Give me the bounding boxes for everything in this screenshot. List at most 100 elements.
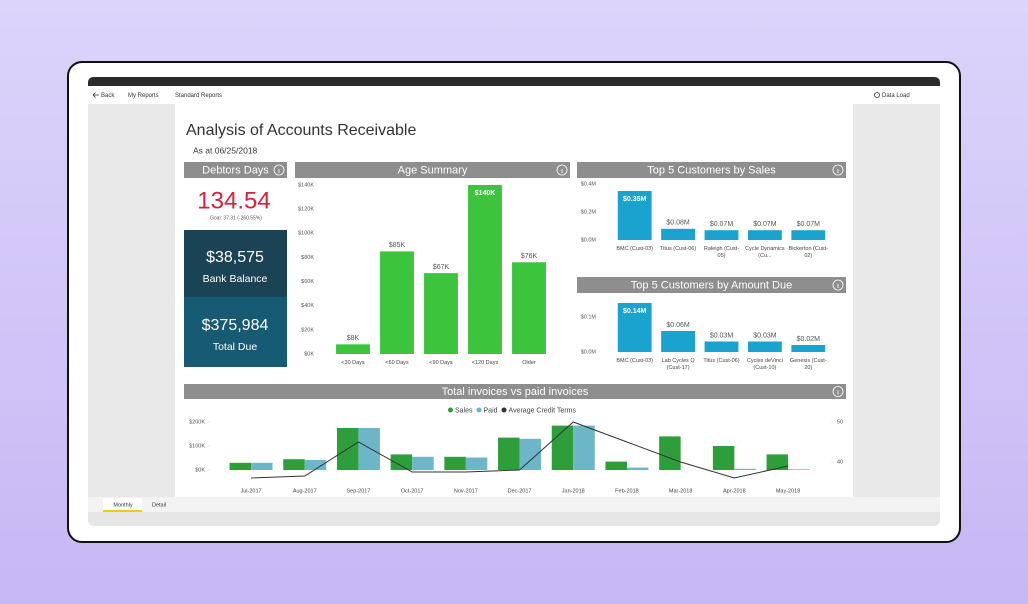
x-tick-label: Oct-2017	[401, 488, 424, 494]
y-tick-label: $0.0M	[581, 237, 597, 243]
right-margin	[853, 104, 940, 497]
line	[251, 421, 789, 479]
x-tick-label: Genesis (Cust-20)	[789, 358, 827, 371]
bar	[626, 467, 649, 470]
report-date: As at 06/25/2018	[193, 145, 258, 155]
bank-balance-card	[184, 230, 287, 297]
bar	[465, 457, 488, 470]
tab: Detail	[152, 502, 166, 508]
y-tick-label: $0.4M	[581, 181, 597, 187]
nav-data-load: Data Load	[882, 93, 910, 99]
panel-title: Total invoices vs paid invoices	[442, 386, 589, 398]
bar	[712, 446, 735, 470]
bar	[283, 459, 305, 470]
y-tick-label: $120K	[298, 207, 314, 213]
info-icon	[273, 164, 285, 176]
y-tick-label: $100K	[298, 231, 314, 237]
tab-bar	[88, 497, 940, 512]
value-label: $0.08M	[666, 220, 690, 227]
y-tick-label: $200K	[189, 419, 205, 425]
kpi-value: $375,984	[202, 317, 269, 334]
y2-tick-label: 40	[837, 459, 843, 465]
legend-swatch	[448, 407, 453, 413]
panel-header	[184, 162, 287, 178]
top-bar	[88, 77, 940, 86]
legend-label: Sales	[455, 407, 473, 414]
active-tab[interactable]	[103, 498, 142, 512]
x-tick-label: Apr-2018	[723, 488, 746, 494]
refresh-icon[interactable]	[874, 92, 880, 98]
value-label: $0.02M	[797, 336, 821, 343]
value-label: $0.07M	[753, 221, 777, 228]
panel-title: Top 5 Customers by Amount Due	[631, 279, 792, 291]
panel-title: Debtors Days	[202, 164, 269, 176]
kpi-value: $38,575	[206, 249, 264, 266]
bar	[336, 344, 370, 354]
bar	[468, 185, 502, 354]
bar	[704, 230, 739, 240]
x-tick-label: Cycle Dynamics (Cu...	[745, 246, 785, 259]
value-label: $0.07M	[710, 221, 734, 228]
legend-swatch	[476, 407, 482, 413]
x-tick-label: Lab Cycles Q (Cust-17)	[661, 358, 695, 371]
panel-title: Top 5 Customers by Sales	[647, 164, 776, 176]
x-tick-label: Dec-2017	[508, 488, 532, 494]
y-tick-label: $140K	[298, 182, 314, 188]
nav-my-reports: My Reports	[128, 93, 159, 99]
x-tick-label: <90 Days	[429, 360, 453, 366]
bar	[498, 437, 520, 470]
bar	[791, 230, 826, 240]
panel-title: Age Summary	[398, 164, 468, 176]
bar	[424, 273, 458, 354]
kpi-label: Bank Balance	[203, 273, 268, 285]
bar	[304, 459, 327, 470]
y-tick-label: $40K	[301, 303, 314, 309]
bar	[358, 428, 380, 470]
bar	[573, 425, 595, 470]
x-tick-label: BMC (Cust-03)	[616, 358, 654, 364]
y-tick-label: $60K	[301, 279, 314, 285]
bar	[659, 436, 681, 470]
bar	[605, 461, 627, 470]
bar	[661, 228, 696, 240]
bar	[229, 462, 252, 470]
kpi-label: Total Due	[213, 341, 258, 353]
info-icon	[832, 279, 844, 291]
x-tick-label: Jul-2017	[240, 488, 261, 494]
y-tick-label: $0K	[304, 351, 314, 357]
x-tick-label: Jan-2018	[562, 488, 585, 494]
bar	[766, 454, 789, 470]
y-tick-label: $20K	[301, 327, 314, 333]
value-label: $0.35M	[623, 196, 647, 203]
x-tick-label: Older	[522, 360, 536, 366]
x-tick-label: <30 Days	[341, 360, 365, 366]
panel-header	[577, 162, 846, 178]
bar	[661, 331, 696, 352]
panel-header	[295, 162, 570, 178]
total-due-card	[184, 297, 287, 367]
y-tick-label: $0.1M	[581, 314, 597, 320]
bar	[734, 468, 756, 470]
bar	[251, 462, 273, 470]
x-tick-label: Aug-2017	[293, 488, 317, 494]
x-tick-label: <60 Days	[385, 360, 409, 366]
back-icon[interactable]	[92, 92, 99, 98]
bar	[512, 262, 546, 354]
report-title: Analysis of Accounts Receivable	[186, 122, 416, 139]
nav-back: Back	[101, 93, 115, 99]
left-margin	[88, 104, 175, 497]
y2-tick-label: 50	[837, 419, 843, 425]
bar	[747, 230, 782, 240]
x-tick-label: Feb-2018	[615, 488, 639, 494]
legend-label: Paid	[484, 407, 498, 414]
value-label: $140K	[475, 190, 496, 197]
bar	[704, 341, 739, 352]
info-icon	[832, 386, 844, 397]
y-tick-label: $0K	[195, 467, 205, 473]
x-tick-label: Cycles deVinci (Cust-10)	[746, 358, 783, 371]
kpi-goal: Goal: 37.31 (-260.55%)	[210, 215, 262, 221]
x-tick-label: Sep-2017	[347, 488, 371, 494]
y-tick-label: $0.0M	[581, 349, 597, 355]
